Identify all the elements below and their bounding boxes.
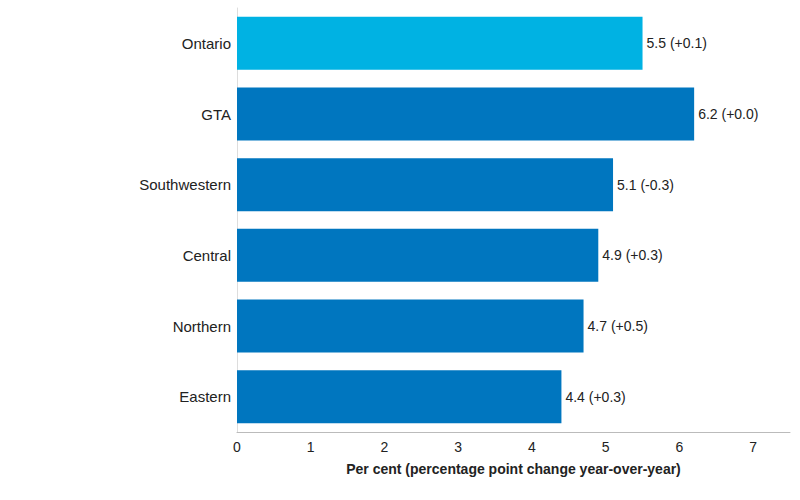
svg-text:Per cent (percentage point cha: Per cent (percentage point change year-o… — [346, 461, 681, 477]
svg-text:2: 2 — [381, 439, 389, 455]
svg-text:4.4 (+0.3): 4.4 (+0.3) — [565, 389, 625, 405]
svg-text:5.1 (-0.3): 5.1 (-0.3) — [617, 177, 674, 193]
svg-text:6: 6 — [676, 439, 684, 455]
svg-text:7: 7 — [749, 439, 757, 455]
svg-text:Central: Central — [183, 247, 231, 264]
svg-text:1: 1 — [307, 439, 315, 455]
svg-text:4.9 (+0.3): 4.9 (+0.3) — [602, 247, 662, 263]
svg-text:GTA: GTA — [201, 106, 231, 123]
svg-text:Eastern: Eastern — [179, 388, 231, 405]
svg-text:5.5 (+0.1): 5.5 (+0.1) — [647, 35, 707, 51]
svg-text:6.2 (+0.0): 6.2 (+0.0) — [698, 106, 758, 122]
svg-text:5: 5 — [602, 439, 610, 455]
svg-text:Northern: Northern — [173, 318, 231, 335]
svg-text:Southwestern: Southwestern — [139, 176, 231, 193]
svg-text:0: 0 — [233, 439, 241, 455]
svg-text:3: 3 — [454, 439, 462, 455]
svg-text:4.7 (+0.5): 4.7 (+0.5) — [588, 318, 648, 334]
svg-text:Ontario: Ontario — [182, 35, 231, 52]
svg-text:4: 4 — [528, 439, 536, 455]
